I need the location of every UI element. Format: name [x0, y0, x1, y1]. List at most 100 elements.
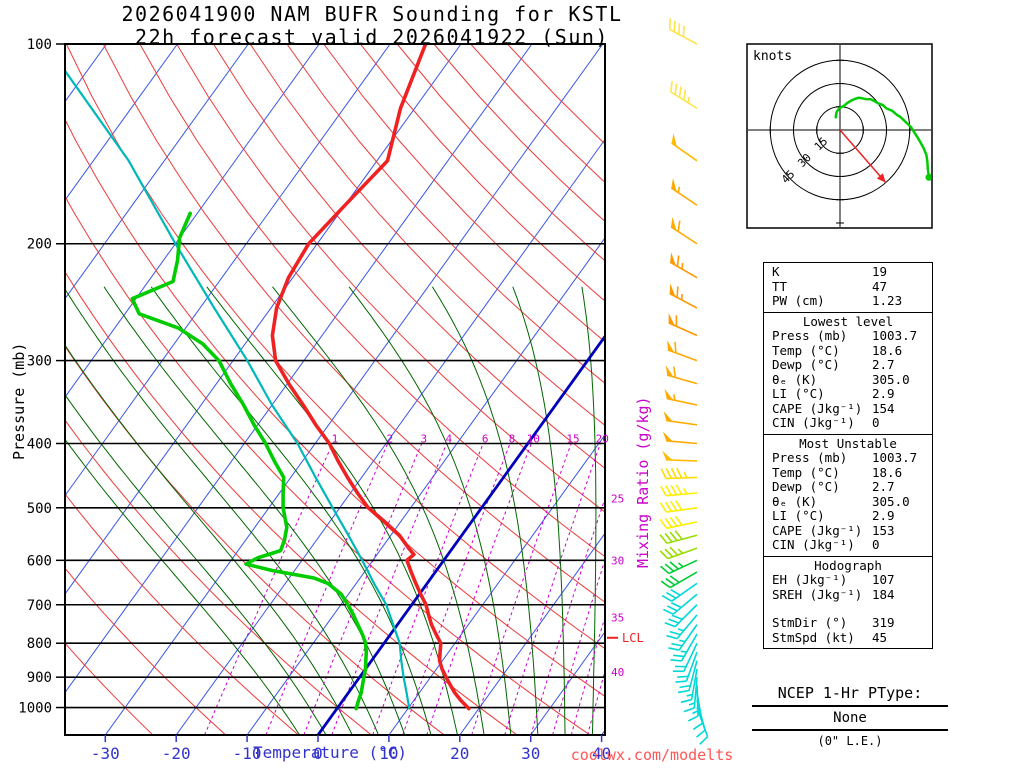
- stat-label: CAPE (Jkg⁻¹): [772, 522, 863, 538]
- dewpoint-trace: [130, 211, 369, 711]
- svg-text:-30: -30: [91, 744, 120, 763]
- ptype-value: None: [752, 707, 948, 731]
- stat-row: CIN (Jkg⁻¹) 0: [764, 537, 932, 553]
- temperature-axis-label: Temperature (°C): [252, 743, 408, 762]
- stat-label: Dewp (°C): [772, 357, 840, 372]
- svg-text:700: 700: [27, 598, 52, 614]
- svg-text:400: 400: [27, 436, 52, 452]
- svg-text:8: 8: [509, 432, 516, 445]
- svg-text:20: 20: [450, 744, 469, 763]
- stat-label: CAPE (Jkg⁻¹): [772, 400, 863, 416]
- stat-row: Press (mb) 1003.7: [764, 328, 932, 344]
- stat-value: 305.0: [872, 493, 910, 509]
- stat-row: θₑ (K) 305.0: [764, 371, 932, 388]
- stat-value: 305.0: [872, 371, 910, 387]
- stat-label: Dewp (°C): [772, 479, 840, 494]
- stat-value: 0: [872, 537, 880, 552]
- svg-text:300: 300: [27, 354, 52, 370]
- stat-label: EH (Jkg⁻¹): [772, 572, 848, 587]
- stat-row: LI (°C) 2.9: [764, 508, 932, 524]
- hodograph-units-label: knots: [753, 49, 792, 64]
- stat-row: TT 47: [764, 278, 932, 295]
- stat-row: SREH (Jkg⁻¹) 184: [764, 586, 932, 603]
- lcl-marker: LCL: [607, 631, 644, 645]
- stat-label: PW (cm): [772, 293, 825, 308]
- stat-row: K 19: [764, 264, 932, 280]
- mixing-ratio-axis-label: Mixing Ratio (g/kg): [634, 396, 652, 568]
- pressure-tick-labels: 100 200 300 400 500 600 700 800 900 1000: [18, 37, 65, 717]
- stat-label: Press (mb): [772, 328, 848, 343]
- svg-text:15: 15: [566, 432, 579, 445]
- stat-row: StmDir (°) 319: [764, 615, 932, 631]
- ptype-note: (0" L.E.): [817, 734, 883, 748]
- stat-row: Press (mb) 1003.7: [764, 450, 932, 466]
- stat-row: CAPE (Jkg⁻¹) 153: [764, 522, 932, 539]
- svg-text:40: 40: [592, 744, 611, 763]
- stat-value: 319: [872, 615, 895, 630]
- temperature-trace: [270, 44, 471, 711]
- stat-row: PW (cm) 1.23: [764, 293, 932, 309]
- mixing-ratio-lines: [204, 443, 605, 735]
- temperature-tick-labels: -30 -20 -10 0 10 20 30 40: [91, 735, 611, 763]
- svg-text:800: 800: [27, 636, 52, 652]
- stats-section-header: Lowest level: [802, 313, 894, 329]
- svg-text:3: 3: [421, 432, 428, 445]
- svg-text:0: 0: [313, 744, 323, 763]
- stats-section-header: Hodograph: [814, 557, 882, 573]
- watermark-text: coolwx.com/modelts: [570, 746, 734, 764]
- stat-value: 107: [872, 572, 895, 587]
- stat-label: TT: [772, 278, 788, 294]
- svg-text:200: 200: [27, 237, 52, 253]
- svg-text:25: 25: [611, 492, 624, 505]
- stat-row: Dewp (°C) 2.7: [764, 357, 932, 373]
- pressure-lines: [65, 44, 605, 709]
- chart-title-line2: 22h forecast valid 2026041922 (Sun): [135, 25, 609, 49]
- stat-label: SREH (Jkg⁻¹): [772, 586, 863, 602]
- stat-label: LI (°C): [772, 508, 825, 523]
- mixing-ratio-labels: 1 2 3 4 6 8 10 15 20 25 30 35 40: [332, 432, 625, 679]
- skewt-plot-area: [65, 44, 605, 735]
- stat-label: LI (°C): [772, 386, 825, 401]
- stat-label: Press (mb): [772, 450, 848, 465]
- stat-label: K: [772, 264, 780, 279]
- svg-text:600: 600: [27, 553, 52, 569]
- pressure-axis-label: Pressure (mb): [10, 342, 28, 460]
- stat-value: 1003.7: [872, 450, 918, 465]
- stat-row: Temp (°C) 18.6: [764, 342, 932, 359]
- svg-text:500: 500: [27, 501, 52, 517]
- svg-text:40: 40: [611, 666, 624, 679]
- wetbulb-trace: [65, 70, 411, 710]
- stat-value: 19: [872, 264, 888, 279]
- stat-label: StmDir (°): [772, 615, 848, 630]
- stat-value: 153: [872, 522, 895, 538]
- svg-text:1000: 1000: [18, 701, 52, 717]
- stats-spacer: [764, 602, 932, 616]
- stat-row: CAPE (Jkg⁻¹) 154: [764, 400, 932, 417]
- svg-text:900: 900: [27, 670, 52, 686]
- svg-text:2: 2: [387, 432, 394, 445]
- stat-label: CIN (Jkg⁻¹): [772, 537, 855, 552]
- svg-text:35: 35: [611, 612, 624, 625]
- stat-row: θₑ (K) 305.0: [764, 493, 932, 510]
- stat-label: CIN (Jkg⁻¹): [772, 415, 855, 430]
- moist-adiabats: [65, 286, 597, 735]
- svg-text:10: 10: [379, 744, 398, 763]
- svg-text:30: 30: [521, 744, 540, 763]
- svg-text:6: 6: [482, 432, 489, 445]
- svg-text:10: 10: [527, 432, 540, 445]
- stat-value: 2.7: [872, 357, 895, 372]
- wind-barbs: [659, 18, 709, 745]
- stat-value: 1.23: [872, 293, 903, 308]
- stat-label: θₑ (K): [772, 371, 818, 387]
- svg-text:30: 30: [611, 554, 624, 567]
- stat-value: 2.9: [872, 508, 895, 523]
- stats-section-header: Most Unstable: [799, 435, 897, 451]
- svg-text:4: 4: [446, 432, 453, 445]
- stat-value: 18.6: [872, 342, 903, 358]
- stat-value: 2.7: [872, 479, 895, 494]
- stats-box: Lowest level Press (mb) 1003.7 Temp (°C) 18.…: [763, 311, 933, 435]
- svg-text:100: 100: [27, 37, 52, 53]
